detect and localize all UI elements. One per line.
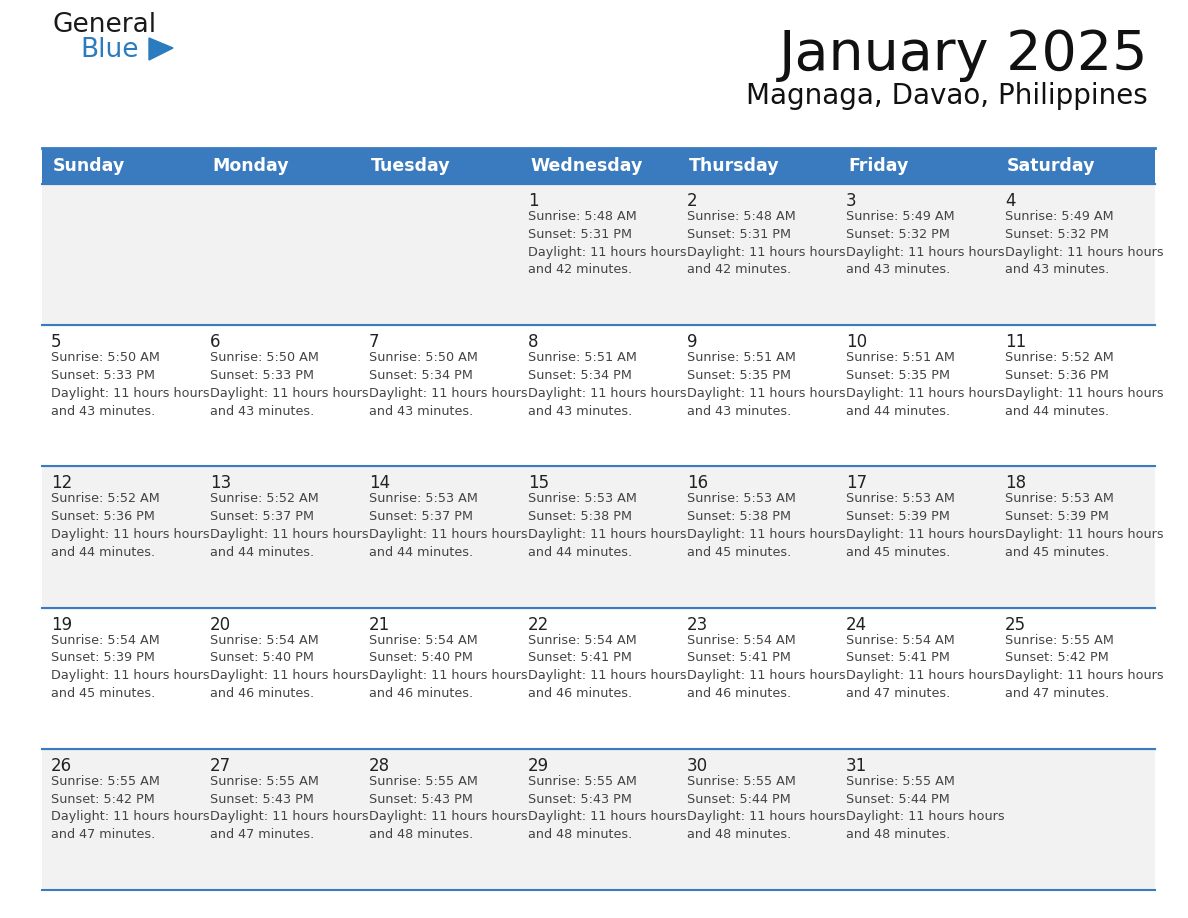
Text: Tuesday: Tuesday: [371, 157, 450, 175]
Text: Sunrise: 5:50 AM
Sunset: 5:34 PM
Daylight: 11 hours hours
and 43 minutes.: Sunrise: 5:50 AM Sunset: 5:34 PM Dayligh…: [369, 352, 527, 418]
Text: Sunrise: 5:55 AM
Sunset: 5:42 PM
Daylight: 11 hours hours
and 47 minutes.: Sunrise: 5:55 AM Sunset: 5:42 PM Dayligh…: [1005, 633, 1163, 700]
Text: 12: 12: [51, 475, 72, 492]
Text: Sunrise: 5:53 AM
Sunset: 5:38 PM
Daylight: 11 hours hours
and 44 minutes.: Sunrise: 5:53 AM Sunset: 5:38 PM Dayligh…: [527, 492, 687, 559]
Text: Sunrise: 5:54 AM
Sunset: 5:40 PM
Daylight: 11 hours hours
and 46 minutes.: Sunrise: 5:54 AM Sunset: 5:40 PM Dayligh…: [369, 633, 527, 700]
Text: Sunrise: 5:55 AM
Sunset: 5:43 PM
Daylight: 11 hours hours
and 48 minutes.: Sunrise: 5:55 AM Sunset: 5:43 PM Dayligh…: [527, 775, 687, 841]
Text: 22: 22: [527, 616, 549, 633]
Text: Sunrise: 5:51 AM
Sunset: 5:35 PM
Daylight: 11 hours hours
and 43 minutes.: Sunrise: 5:51 AM Sunset: 5:35 PM Dayligh…: [687, 352, 846, 418]
Text: 17: 17: [846, 475, 867, 492]
Bar: [519, 148, 678, 184]
Text: 18: 18: [1005, 475, 1026, 492]
Text: Sunrise: 5:49 AM
Sunset: 5:32 PM
Daylight: 11 hours hours
and 43 minutes.: Sunrise: 5:49 AM Sunset: 5:32 PM Dayligh…: [846, 210, 1005, 276]
Bar: [838, 148, 996, 184]
Text: Sunrise: 5:54 AM
Sunset: 5:40 PM
Daylight: 11 hours hours
and 46 minutes.: Sunrise: 5:54 AM Sunset: 5:40 PM Dayligh…: [210, 633, 368, 700]
Text: Sunrise: 5:53 AM
Sunset: 5:38 PM
Daylight: 11 hours hours
and 45 minutes.: Sunrise: 5:53 AM Sunset: 5:38 PM Dayligh…: [687, 492, 846, 559]
Text: January 2025: January 2025: [778, 28, 1148, 82]
Bar: [42, 325, 1155, 466]
Text: 28: 28: [369, 756, 390, 775]
Text: General: General: [52, 12, 156, 38]
Text: Sunrise: 5:55 AM
Sunset: 5:43 PM
Daylight: 11 hours hours
and 47 minutes.: Sunrise: 5:55 AM Sunset: 5:43 PM Dayligh…: [210, 775, 368, 841]
Text: Monday: Monday: [211, 157, 289, 175]
Text: 26: 26: [51, 756, 72, 775]
Text: Sunrise: 5:48 AM
Sunset: 5:31 PM
Daylight: 11 hours hours
and 42 minutes.: Sunrise: 5:48 AM Sunset: 5:31 PM Dayligh…: [527, 210, 687, 276]
Text: 2: 2: [687, 192, 697, 210]
Text: Sunrise: 5:53 AM
Sunset: 5:37 PM
Daylight: 11 hours hours
and 44 minutes.: Sunrise: 5:53 AM Sunset: 5:37 PM Dayligh…: [369, 492, 527, 559]
Text: Sunrise: 5:54 AM
Sunset: 5:41 PM
Daylight: 11 hours hours
and 46 minutes.: Sunrise: 5:54 AM Sunset: 5:41 PM Dayligh…: [527, 633, 687, 700]
Text: Sunrise: 5:55 AM
Sunset: 5:44 PM
Daylight: 11 hours hours
and 48 minutes.: Sunrise: 5:55 AM Sunset: 5:44 PM Dayligh…: [846, 775, 1005, 841]
Text: Blue: Blue: [80, 37, 139, 63]
Text: Sunrise: 5:52 AM
Sunset: 5:37 PM
Daylight: 11 hours hours
and 44 minutes.: Sunrise: 5:52 AM Sunset: 5:37 PM Dayligh…: [210, 492, 368, 559]
Text: Sunrise: 5:50 AM
Sunset: 5:33 PM
Daylight: 11 hours hours
and 43 minutes.: Sunrise: 5:50 AM Sunset: 5:33 PM Dayligh…: [51, 352, 209, 418]
Text: 11: 11: [1005, 333, 1026, 352]
Text: 31: 31: [846, 756, 867, 775]
Text: Sunrise: 5:54 AM
Sunset: 5:41 PM
Daylight: 11 hours hours
and 47 minutes.: Sunrise: 5:54 AM Sunset: 5:41 PM Dayligh…: [846, 633, 1005, 700]
Text: 4: 4: [1005, 192, 1016, 210]
Text: Sunrise: 5:49 AM
Sunset: 5:32 PM
Daylight: 11 hours hours
and 43 minutes.: Sunrise: 5:49 AM Sunset: 5:32 PM Dayligh…: [1005, 210, 1163, 276]
Text: 27: 27: [210, 756, 232, 775]
Text: Sunrise: 5:53 AM
Sunset: 5:39 PM
Daylight: 11 hours hours
and 45 minutes.: Sunrise: 5:53 AM Sunset: 5:39 PM Dayligh…: [846, 492, 1005, 559]
Text: Saturday: Saturday: [1007, 157, 1095, 175]
Bar: [42, 608, 1155, 749]
Text: 6: 6: [210, 333, 221, 352]
Text: 21: 21: [369, 616, 390, 633]
Bar: [42, 749, 1155, 890]
Text: Sunday: Sunday: [53, 157, 125, 175]
Text: 19: 19: [51, 616, 72, 633]
Text: Sunrise: 5:51 AM
Sunset: 5:34 PM
Daylight: 11 hours hours
and 43 minutes.: Sunrise: 5:51 AM Sunset: 5:34 PM Dayligh…: [527, 352, 687, 418]
Text: Sunrise: 5:55 AM
Sunset: 5:43 PM
Daylight: 11 hours hours
and 48 minutes.: Sunrise: 5:55 AM Sunset: 5:43 PM Dayligh…: [369, 775, 527, 841]
Bar: [42, 184, 1155, 325]
Text: Sunrise: 5:48 AM
Sunset: 5:31 PM
Daylight: 11 hours hours
and 42 minutes.: Sunrise: 5:48 AM Sunset: 5:31 PM Dayligh…: [687, 210, 846, 276]
Text: 16: 16: [687, 475, 708, 492]
Text: 23: 23: [687, 616, 708, 633]
Bar: [42, 148, 201, 184]
Text: 10: 10: [846, 333, 867, 352]
Bar: [201, 148, 360, 184]
Bar: [678, 148, 838, 184]
Text: 20: 20: [210, 616, 232, 633]
Bar: [360, 148, 519, 184]
Text: Sunrise: 5:53 AM
Sunset: 5:39 PM
Daylight: 11 hours hours
and 45 minutes.: Sunrise: 5:53 AM Sunset: 5:39 PM Dayligh…: [1005, 492, 1163, 559]
Text: Sunrise: 5:51 AM
Sunset: 5:35 PM
Daylight: 11 hours hours
and 44 minutes.: Sunrise: 5:51 AM Sunset: 5:35 PM Dayligh…: [846, 352, 1005, 418]
Text: Sunrise: 5:52 AM
Sunset: 5:36 PM
Daylight: 11 hours hours
and 44 minutes.: Sunrise: 5:52 AM Sunset: 5:36 PM Dayligh…: [51, 492, 209, 559]
Bar: [42, 466, 1155, 608]
Text: 8: 8: [527, 333, 538, 352]
Text: 29: 29: [527, 756, 549, 775]
Text: Sunrise: 5:50 AM
Sunset: 5:33 PM
Daylight: 11 hours hours
and 43 minutes.: Sunrise: 5:50 AM Sunset: 5:33 PM Dayligh…: [210, 352, 368, 418]
Text: 15: 15: [527, 475, 549, 492]
Text: 5: 5: [51, 333, 62, 352]
Text: Wednesday: Wednesday: [530, 157, 643, 175]
Text: 9: 9: [687, 333, 697, 352]
Text: Sunrise: 5:54 AM
Sunset: 5:39 PM
Daylight: 11 hours hours
and 45 minutes.: Sunrise: 5:54 AM Sunset: 5:39 PM Dayligh…: [51, 633, 209, 700]
Text: Sunrise: 5:52 AM
Sunset: 5:36 PM
Daylight: 11 hours hours
and 44 minutes.: Sunrise: 5:52 AM Sunset: 5:36 PM Dayligh…: [1005, 352, 1163, 418]
Text: 24: 24: [846, 616, 867, 633]
Text: 14: 14: [369, 475, 390, 492]
Text: 13: 13: [210, 475, 232, 492]
Text: 3: 3: [846, 192, 857, 210]
Text: Magnaga, Davao, Philippines: Magnaga, Davao, Philippines: [746, 82, 1148, 110]
Text: Friday: Friday: [848, 157, 909, 175]
Polygon shape: [148, 38, 173, 60]
Text: 1: 1: [527, 192, 538, 210]
Text: 30: 30: [687, 756, 708, 775]
Text: Sunrise: 5:54 AM
Sunset: 5:41 PM
Daylight: 11 hours hours
and 46 minutes.: Sunrise: 5:54 AM Sunset: 5:41 PM Dayligh…: [687, 633, 846, 700]
Text: 25: 25: [1005, 616, 1026, 633]
Text: Sunrise: 5:55 AM
Sunset: 5:44 PM
Daylight: 11 hours hours
and 48 minutes.: Sunrise: 5:55 AM Sunset: 5:44 PM Dayligh…: [687, 775, 846, 841]
Text: Thursday: Thursday: [689, 157, 779, 175]
Text: Sunrise: 5:55 AM
Sunset: 5:42 PM
Daylight: 11 hours hours
and 47 minutes.: Sunrise: 5:55 AM Sunset: 5:42 PM Dayligh…: [51, 775, 209, 841]
Text: 7: 7: [369, 333, 379, 352]
Bar: [996, 148, 1155, 184]
